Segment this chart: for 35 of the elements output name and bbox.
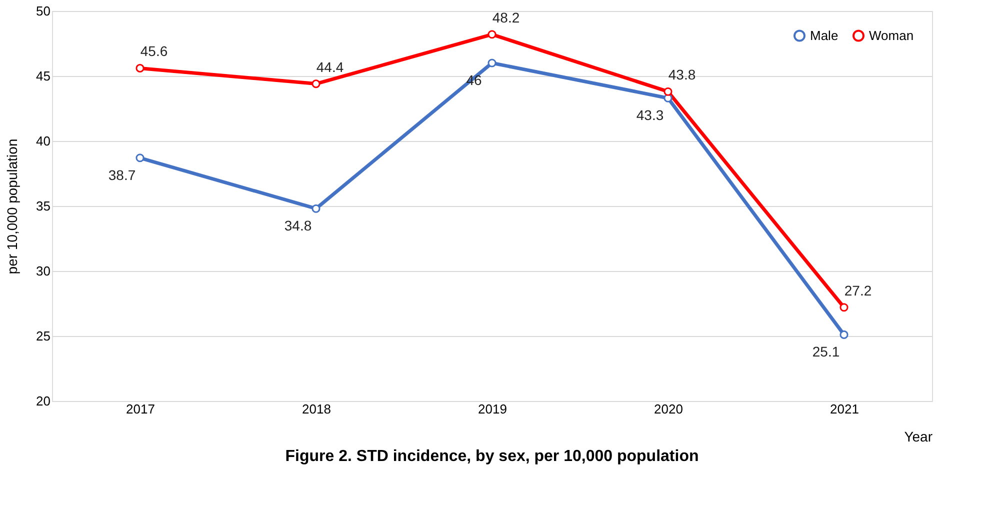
legend-label: Male: [810, 28, 838, 43]
point: [312, 80, 320, 88]
y-tick-label: 30: [36, 264, 50, 278]
y-tick-label: 40: [36, 134, 50, 148]
data-label: 34.8: [284, 218, 312, 234]
data-label: 27.2: [844, 282, 872, 298]
x-tick-label: 2021: [830, 402, 859, 416]
point: [136, 154, 144, 162]
data-label: 43.3: [636, 107, 664, 124]
y-tick-label: 25: [36, 328, 50, 344]
x-tick-label: 2020: [654, 402, 683, 416]
data-label: 48.2: [492, 9, 520, 26]
y-tick-label: 45: [36, 68, 50, 84]
text: Figure 2. STD incidence, by sex, per 10,000 population: [285, 448, 699, 465]
point: [312, 204, 320, 213]
data-label: 38.7: [108, 166, 136, 183]
x-axis-title: Year: [904, 428, 933, 444]
x-tick-label: 2017: [126, 402, 155, 416]
point: [136, 64, 144, 72]
y-tick-label: 20: [36, 394, 50, 408]
y-tick-label: 50: [36, 4, 50, 18]
data-label: 45.6: [140, 43, 168, 60]
x-tick-label: 2018: [302, 402, 331, 416]
x-tick-label: 2019: [478, 402, 507, 416]
data-label: 25.1: [812, 344, 840, 360]
point: [664, 87, 672, 96]
y-axis-title: per 10,000 population: [4, 138, 20, 274]
y-tick-label: 35: [36, 198, 50, 214]
point: [488, 58, 496, 68]
point: [488, 30, 496, 39]
legend-label: Woman: [869, 28, 914, 43]
point: [840, 330, 848, 339]
point: [840, 303, 848, 312]
data-label: 44.4: [316, 58, 344, 75]
data-label: 43.8: [668, 66, 696, 83]
